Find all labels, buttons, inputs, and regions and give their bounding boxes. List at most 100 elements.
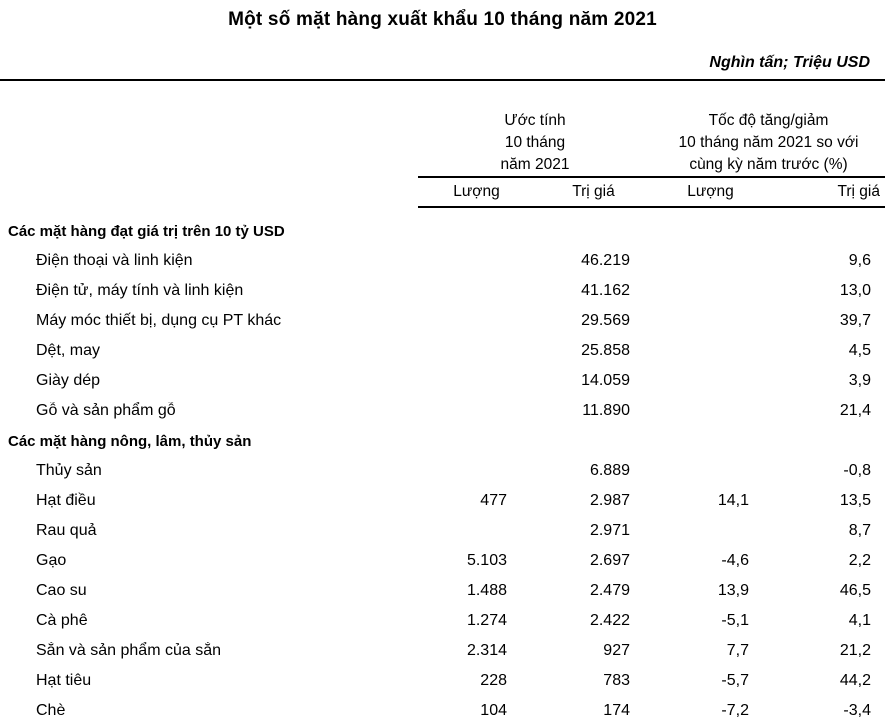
row-label: Điện thoại và linh kiện xyxy=(36,252,193,269)
table-row: Sắn và sản phẩm của sắn 2.314 927 7,7 21,2 xyxy=(0,636,885,666)
section-row: Các mặt hàng đạt giá trị trên 10 tỷ USD xyxy=(0,216,885,246)
section-label: Các mặt hàng nông, lâm, thủy sản xyxy=(8,432,252,450)
cell-value-growth: 4,5 xyxy=(848,342,871,359)
table-row: Gạo 5.103 2.697 -4,6 2,2 xyxy=(0,546,885,576)
cell-value-growth: 2,2 xyxy=(848,552,871,569)
cell-value-growth: 39,7 xyxy=(839,312,871,329)
page-title: Một số mặt hàng xuất khẩu 10 tháng năm 2… xyxy=(228,9,657,30)
cell-value: 2.422 xyxy=(589,612,630,629)
cell-quantity: 228 xyxy=(480,672,507,689)
row-label: Dệt, may xyxy=(36,342,101,359)
cell-value: 14.059 xyxy=(581,372,630,389)
cell-value-growth: 13,0 xyxy=(839,282,871,299)
column-header-quantity-growth: Lượng xyxy=(687,183,734,200)
cell-quantity-growth: -5,7 xyxy=(721,672,749,689)
row-label: Cà phê xyxy=(36,612,88,629)
cell-quantity-growth: -5,1 xyxy=(721,612,749,629)
section-row: Các mặt hàng nông, lâm, thủy sản xyxy=(0,426,885,456)
cell-value: 25.858 xyxy=(581,342,630,359)
cell-quantity: 5.103 xyxy=(466,552,507,569)
cell-value: 2.697 xyxy=(589,552,630,569)
column-header-row: Lượng Trị giá Lượng Trị giá xyxy=(0,178,885,206)
subheader-divider-rule xyxy=(418,206,885,208)
cell-value-growth: 9,6 xyxy=(848,252,871,269)
cell-quantity: 1.274 xyxy=(466,612,507,629)
cell-value-growth: 21,2 xyxy=(839,642,871,659)
cell-value-growth: 46,5 xyxy=(839,582,871,599)
cell-value-growth: 8,7 xyxy=(848,522,871,539)
cell-value: 927 xyxy=(603,642,630,659)
cell-quantity-growth: -7,2 xyxy=(721,702,749,719)
row-label: Giày dép xyxy=(36,372,101,389)
cell-value: 6.889 xyxy=(589,462,630,479)
group-header-line: 10 tháng năm 2021 so với xyxy=(678,134,859,151)
cell-quantity-growth: 7,7 xyxy=(726,642,749,659)
cell-quantity-growth: -4,6 xyxy=(721,552,749,569)
table-row: Cà phê 1.274 2.422 -5,1 4,1 xyxy=(0,606,885,636)
table-row: Điện thoại và linh kiện 46.219 9,6 xyxy=(0,246,885,276)
cell-quantity: 2.314 xyxy=(466,642,507,659)
header-divider-rule xyxy=(418,176,885,178)
cell-value: 2.971 xyxy=(589,522,630,539)
table-row: Hạt tiêu 228 783 -5,7 44,2 xyxy=(0,666,885,696)
cell-value: 2.987 xyxy=(589,492,630,509)
cell-quantity-growth: 14,1 xyxy=(717,492,749,509)
group-header-line: 10 tháng xyxy=(504,134,566,151)
row-label: Chè xyxy=(36,702,66,719)
row-label: Điện tử, máy tính và linh kiện xyxy=(36,282,244,299)
table-row: Gỗ và sản phẩm gỗ 11.890 21,4 xyxy=(0,396,885,426)
group-header-line: Tốc độ tăng/giảm xyxy=(708,112,829,129)
row-label: Thủy sản xyxy=(36,462,102,479)
section-label: Các mặt hàng đạt giá trị trên 10 tỷ USD xyxy=(8,222,285,240)
cell-value-growth: 4,1 xyxy=(848,612,871,629)
row-label: Gỗ và sản phẩm gỗ xyxy=(36,402,176,419)
cell-quantity: 477 xyxy=(480,492,507,509)
cell-value-growth: 13,5 xyxy=(839,492,871,509)
cell-value: 783 xyxy=(603,672,630,689)
group-header-estimate: Ước tính 10 tháng năm 2021 xyxy=(418,110,652,176)
table-row: Dệt, may 25.858 4,5 xyxy=(0,336,885,366)
cell-value-growth: 21,4 xyxy=(839,402,871,419)
cell-value-growth: 44,2 xyxy=(839,672,871,689)
cell-value-growth: -3,4 xyxy=(843,702,871,719)
row-label: Hạt điều xyxy=(36,492,96,509)
cell-value: 174 xyxy=(603,702,630,719)
group-header-line: cùng kỳ năm trước (%) xyxy=(689,156,848,173)
group-header-line: Ước tính xyxy=(504,112,566,129)
table-row: Rau quả 2.971 8,7 xyxy=(0,516,885,546)
group-header-growth: Tốc độ tăng/giảm 10 tháng năm 2021 so vớ… xyxy=(652,110,885,176)
cell-value-growth: 3,9 xyxy=(848,372,871,389)
group-header-line: năm 2021 xyxy=(500,156,570,173)
table-row: Điện tử, máy tính và linh kiện 41.162 13,0 xyxy=(0,276,885,306)
group-header-spacer xyxy=(0,110,418,176)
column-group-header-row: Ước tính 10 tháng năm 2021 Tốc độ tăng/g… xyxy=(0,81,885,176)
table-row: Thủy sản 6.889 -0,8 xyxy=(0,456,885,486)
row-label: Sắn và sản phẩm của sắn xyxy=(36,642,222,659)
table-top-rule xyxy=(0,79,885,81)
row-label: Rau quả xyxy=(36,522,97,539)
row-label: Máy móc thiết bị, dụng cụ PT khác xyxy=(36,312,282,329)
cell-quantity: 104 xyxy=(480,702,507,719)
table-row: Hạt điều 477 2.987 14,1 13,5 xyxy=(0,486,885,516)
table-row: Máy móc thiết bị, dụng cụ PT khác 29.569 3… xyxy=(0,306,885,336)
cell-value: 41.162 xyxy=(581,282,630,299)
cell-quantity: 1.488 xyxy=(466,582,507,599)
table-row: Giày dép 14.059 3,9 xyxy=(0,366,885,396)
table-row: Cao su 1.488 2.479 13,9 46,5 xyxy=(0,576,885,606)
row-label: Hạt tiêu xyxy=(36,672,92,689)
cell-value: 11.890 xyxy=(582,402,630,419)
row-label: Cao su xyxy=(36,582,87,599)
cell-value-growth: -0,8 xyxy=(843,462,871,479)
table-row: Chè 104 174 -7,2 -3,4 xyxy=(0,696,885,722)
cell-value: 46.219 xyxy=(581,252,630,269)
column-header-value-growth: Trị giá xyxy=(837,183,881,200)
cell-value: 29.569 xyxy=(581,312,630,329)
table-body: Các mặt hàng đạt giá trị trên 10 tỷ USD Đ… xyxy=(0,208,885,722)
cell-value: 2.479 xyxy=(589,582,630,599)
column-header-quantity: Lượng xyxy=(453,183,500,200)
column-header-value: Trị giá xyxy=(572,183,615,200)
row-label: Gạo xyxy=(36,552,67,569)
cell-quantity-growth: 13,9 xyxy=(717,582,749,599)
unit-note: Nghìn tấn; Triệu USD xyxy=(709,54,870,71)
